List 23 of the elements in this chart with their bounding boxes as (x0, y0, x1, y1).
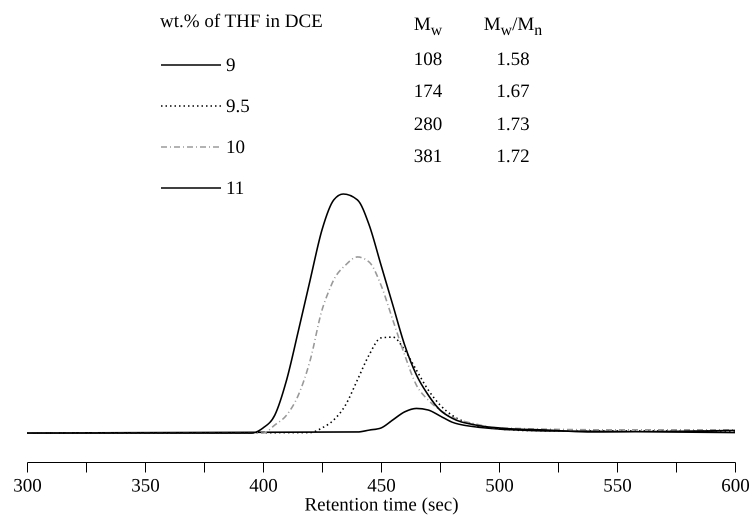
x-tick-label: 550 (603, 476, 632, 496)
text: 1.73 (495, 114, 531, 136)
legend-label: 9 (226, 55, 236, 76)
legend-label: 10 (226, 137, 245, 158)
text: 280 (412, 114, 444, 136)
x-tick-label: 500 (485, 476, 514, 496)
x-tick-label: 400 (249, 476, 278, 496)
text: M$_{w}$ (412, 14, 444, 40)
x-tick-label: 350 (131, 476, 160, 496)
text: 1.72 (495, 146, 531, 168)
legend-title: wt.% of THF in DCE (160, 11, 323, 32)
text: 174 (412, 81, 444, 104)
text: 1.67 (495, 81, 531, 104)
text: 381 (412, 146, 444, 168)
text: M$_{w}$/M$_{n}$ (482, 14, 544, 40)
x-axis-title: Retention time (sec) (304, 494, 459, 515)
x-tick-label: 450 (367, 476, 396, 496)
text: 108 (412, 48, 444, 71)
x-tick-label: 600 (721, 476, 750, 496)
text: 1.58 (495, 48, 531, 71)
legend-label: 11 (226, 178, 244, 199)
legend-label: 9.5 (226, 96, 250, 117)
x-tick-label: 300 (13, 476, 42, 496)
